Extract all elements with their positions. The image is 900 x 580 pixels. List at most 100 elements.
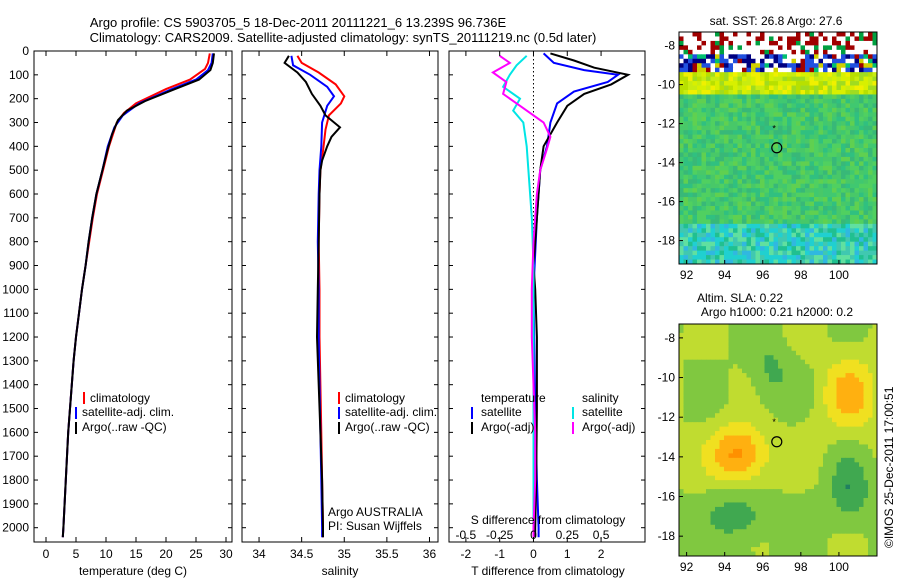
sst-map-cell (710, 103, 716, 109)
sla-map-cell (710, 440, 716, 445)
sla-map-cell (778, 480, 783, 486)
sla-map-cell (701, 408, 707, 414)
sla-map-cell (872, 515, 878, 521)
sst-map-cell (836, 143, 842, 149)
sst-map-cell (841, 174, 846, 180)
sla-map-cell (800, 413, 806, 419)
sla-map-cell (706, 350, 711, 356)
sst-map-cell (692, 259, 698, 265)
sla-map-cell (724, 498, 729, 503)
sla-map-cell (787, 408, 792, 414)
sst-map-cell (818, 143, 824, 149)
sst-map-cell (823, 36, 828, 42)
sla-map-cell (796, 341, 801, 347)
sla-map-cell (742, 493, 747, 499)
sla-map-cell (683, 413, 689, 419)
sst-map-cell (733, 121, 738, 127)
sst-map-cell (796, 223, 801, 229)
sst-map-cell (733, 161, 738, 167)
sst-map-cell (796, 67, 801, 73)
sla-map-cell (841, 426, 846, 432)
sst-map-cell (872, 214, 878, 220)
sst-map-cell (868, 156, 873, 162)
sla-map-cell (827, 417, 833, 423)
sst-map-cell (724, 139, 729, 144)
sst-map-cell (760, 210, 765, 216)
sst-map-cell (719, 179, 725, 185)
sla-map-cell (854, 435, 860, 441)
sla-map-cell (764, 346, 770, 352)
sst-map-cell (760, 45, 765, 51)
sst-map-cell (850, 165, 855, 171)
sla-map-cell (746, 390, 752, 396)
sla-map-cell (737, 462, 743, 468)
sla-map-cell (710, 364, 716, 370)
sla-map-cell (836, 524, 842, 530)
sst-map-cell (728, 49, 734, 55)
sst-map-cell (679, 98, 684, 104)
sst-map-cell (737, 67, 743, 73)
sla-map-cell (683, 328, 689, 334)
sst-map-cell (701, 67, 707, 73)
sst-map-cell (796, 197, 801, 202)
sst-map-cell (859, 148, 864, 153)
sst-map-cell (818, 197, 824, 202)
sst-map-cell (724, 45, 729, 51)
sst-map-cell (746, 179, 752, 185)
sla-map-cell (863, 538, 869, 544)
sla-map-cell (872, 404, 878, 410)
sla-map-cell (742, 373, 747, 378)
sla-map-cell (827, 368, 833, 374)
sla-map-cell (805, 395, 810, 401)
sst-map-cell (683, 174, 689, 180)
sla-map-cell (742, 444, 747, 450)
sla-map-cell (791, 373, 797, 378)
sla-map-cell (688, 533, 693, 539)
sla-map-cell (854, 498, 860, 503)
sst-map-cell (850, 214, 855, 220)
sla-map-cell (755, 431, 761, 436)
sla-map-cell (733, 511, 738, 517)
sst-map-cell (845, 81, 851, 86)
sst-map-cell (809, 148, 815, 153)
sst-map-cell (692, 246, 698, 252)
sla-map-cell (863, 382, 869, 387)
sst-map-cell (823, 103, 828, 109)
sla-map-cell (778, 484, 783, 490)
sst-map-cell (769, 67, 774, 73)
sla-map-cell (719, 448, 725, 454)
sst-map-cell (850, 148, 855, 153)
sst-map-cell (760, 134, 765, 140)
sst-map-cell (818, 148, 824, 153)
sla-map-cell (800, 332, 806, 338)
sla-map-cell (706, 404, 711, 410)
sst-map-cell (697, 103, 702, 109)
sst-map-cell (706, 45, 711, 51)
sst-map-cell (818, 45, 824, 51)
sla-map-cell (764, 520, 770, 526)
sst-map-cell (724, 67, 729, 73)
sla-map-cell (706, 448, 711, 454)
sst-map-cell (773, 161, 779, 167)
sla-map-cell (710, 346, 716, 352)
sla-map-cell (733, 448, 738, 454)
sla-map-cell (805, 390, 810, 396)
sla-map-cell (823, 506, 828, 512)
sla-map-cell (679, 341, 684, 347)
sla-map-cell (872, 350, 878, 356)
sla-map-cell (724, 542, 729, 548)
sst-map-cell (710, 165, 716, 171)
sla-map-cell (710, 542, 716, 548)
sst-map-cell (778, 32, 783, 37)
sla-map-cell (832, 431, 837, 436)
sla-map-cell (791, 395, 797, 401)
sst-map-cell (751, 36, 756, 42)
sla-map-cell (755, 457, 761, 463)
sst-map-cell (796, 112, 801, 118)
sst-map-cell (719, 85, 725, 91)
sla-map-cell (800, 542, 806, 548)
sst-map-cell (805, 49, 810, 55)
sla-map-cell (827, 382, 833, 387)
sst-map-cell (850, 32, 855, 37)
sst-map-cell (746, 223, 752, 229)
